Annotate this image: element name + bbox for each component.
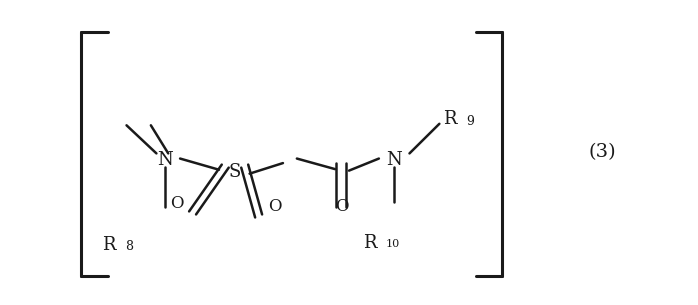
Text: O: O	[335, 198, 349, 215]
Text: R: R	[363, 234, 377, 252]
Text: O: O	[170, 196, 184, 212]
Text: N: N	[386, 151, 402, 169]
Text: O: O	[268, 198, 281, 215]
Text: 9: 9	[466, 115, 474, 128]
Text: N: N	[157, 151, 172, 169]
Text: 8: 8	[125, 240, 133, 253]
Text: R: R	[443, 110, 456, 128]
Text: 10: 10	[386, 239, 400, 249]
Text: (3): (3)	[589, 143, 616, 162]
Text: R: R	[103, 236, 116, 254]
Text: S: S	[228, 163, 241, 181]
